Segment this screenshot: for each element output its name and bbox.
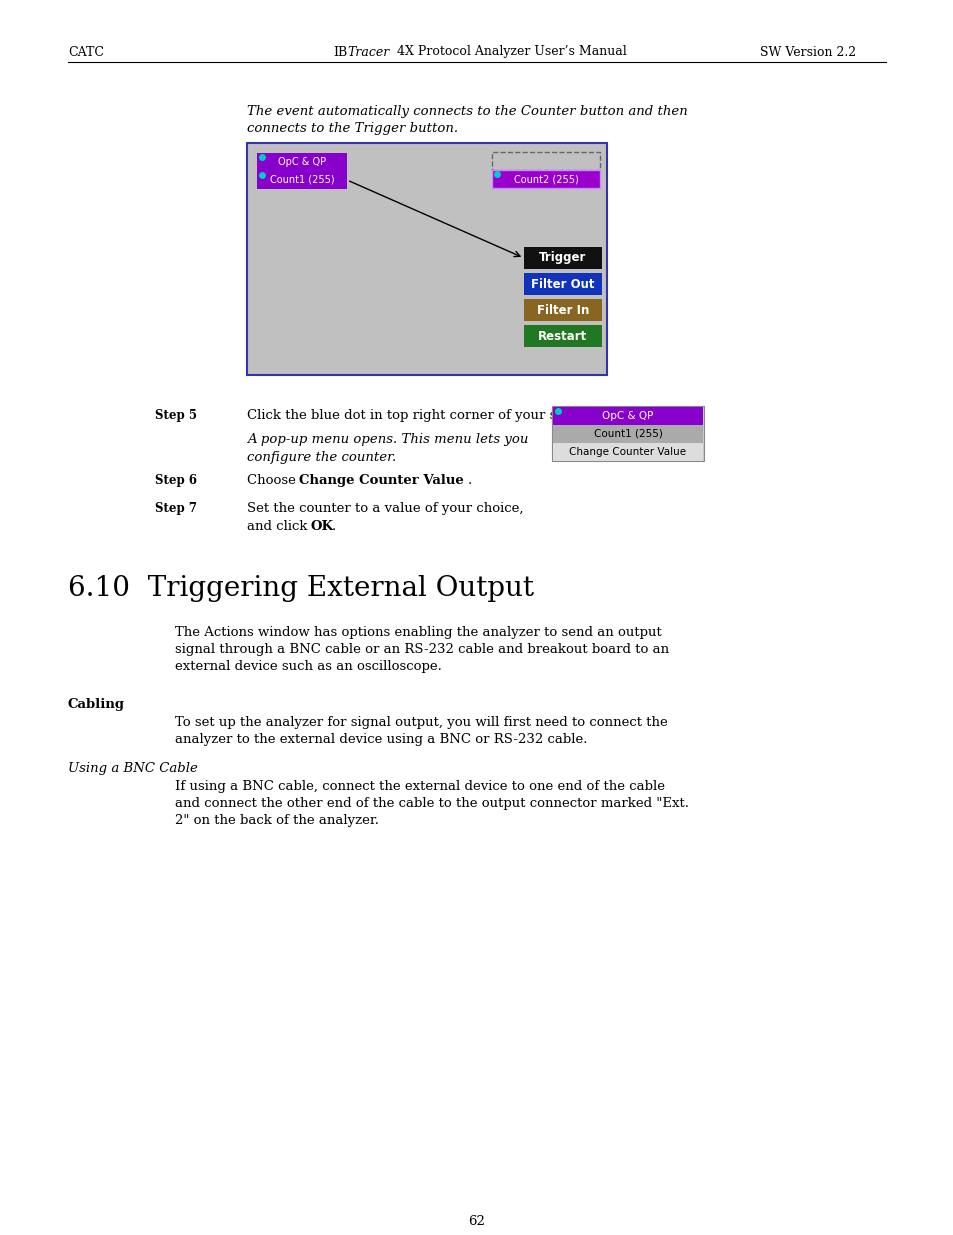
Text: 2" on the back of the analyzer.: 2" on the back of the analyzer. xyxy=(174,814,378,827)
Text: configure the counter.: configure the counter. xyxy=(247,451,395,464)
Text: and connect the other end of the cable to the output connector marked "Ext.: and connect the other end of the cable t… xyxy=(174,797,688,810)
Text: OK: OK xyxy=(311,520,334,534)
Text: Count1 (255): Count1 (255) xyxy=(593,429,661,438)
Text: and click: and click xyxy=(247,520,312,534)
Text: Filter Out: Filter Out xyxy=(531,278,594,290)
Text: If using a BNC cable, connect the external device to one end of the cable: If using a BNC cable, connect the extern… xyxy=(174,781,664,793)
Bar xyxy=(256,170,347,189)
Text: Count1 (255): Count1 (255) xyxy=(270,175,334,185)
Text: Change Counter Value: Change Counter Value xyxy=(569,447,686,457)
Text: Step 7: Step 7 xyxy=(154,501,196,515)
Text: Tracer: Tracer xyxy=(347,46,389,58)
Bar xyxy=(523,299,601,321)
Text: A pop-up menu opens. This menu lets you: A pop-up menu opens. This menu lets you xyxy=(247,433,528,446)
Text: To set up the analyzer for signal output, you will first need to connect the: To set up the analyzer for signal output… xyxy=(174,716,667,729)
Bar xyxy=(553,425,702,443)
Text: Restart: Restart xyxy=(537,330,587,342)
Bar xyxy=(523,325,601,347)
Text: Cabling: Cabling xyxy=(68,698,125,711)
Text: external device such as an oscilloscope.: external device such as an oscilloscope. xyxy=(174,659,441,673)
Text: Change Counter Value: Change Counter Value xyxy=(298,474,463,487)
Text: IB: IB xyxy=(333,46,347,58)
Text: 4X Protocol Analyzer User’s Manual: 4X Protocol Analyzer User’s Manual xyxy=(393,46,626,58)
Text: Filter In: Filter In xyxy=(537,304,589,316)
Text: Set the counter to a value of your choice,: Set the counter to a value of your choic… xyxy=(247,501,523,515)
Text: connects to the Trigger button.: connects to the Trigger button. xyxy=(247,122,457,135)
Text: 6.10  Triggering External Output: 6.10 Triggering External Output xyxy=(68,576,534,601)
Text: CATC: CATC xyxy=(68,46,104,58)
Bar xyxy=(552,406,703,461)
Bar xyxy=(523,247,601,269)
Text: Count2 (255): Count2 (255) xyxy=(513,174,578,184)
Bar xyxy=(492,152,599,170)
Text: Step 5: Step 5 xyxy=(154,409,196,422)
Text: OpC & QP: OpC & QP xyxy=(277,157,326,167)
Text: The Actions window has options enabling the analyzer to send an output: The Actions window has options enabling … xyxy=(174,626,661,638)
Bar xyxy=(247,143,606,375)
Text: OpC & QP: OpC & QP xyxy=(601,411,653,421)
Text: 62: 62 xyxy=(468,1215,485,1228)
Bar xyxy=(492,170,599,188)
Text: Using a BNC Cable: Using a BNC Cable xyxy=(68,762,197,776)
Text: Click the blue dot in top right corner of your selected counter.: Click the blue dot in top right corner o… xyxy=(247,409,663,422)
Text: analyzer to the external device using a BNC or RS-232 cable.: analyzer to the external device using a … xyxy=(174,734,587,746)
Bar xyxy=(553,408,702,425)
Text: Trigger: Trigger xyxy=(538,252,586,264)
Text: Step 6: Step 6 xyxy=(154,474,196,487)
Text: .: . xyxy=(332,520,335,534)
Bar xyxy=(523,273,601,295)
Bar xyxy=(256,153,347,170)
Bar xyxy=(553,443,702,461)
Text: SW Version 2.2: SW Version 2.2 xyxy=(760,46,855,58)
Text: .: . xyxy=(468,474,472,487)
Text: signal through a BNC cable or an RS-232 cable and breakout board to an: signal through a BNC cable or an RS-232 … xyxy=(174,643,668,656)
Text: The event automatically connects to the Counter button and then: The event automatically connects to the … xyxy=(247,105,687,119)
Text: Choose: Choose xyxy=(247,474,300,487)
